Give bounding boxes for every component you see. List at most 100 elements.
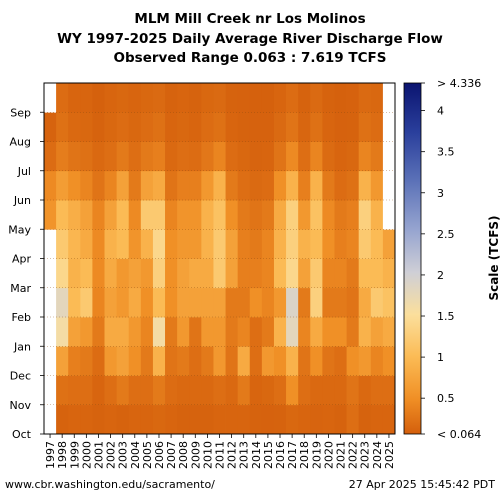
heatmap-cell: [382, 83, 396, 113]
heatmap-cell: [68, 200, 81, 230]
heatmap-cell: [44, 112, 57, 142]
heatmap-cell: [334, 229, 347, 259]
heatmap-cell: [189, 141, 202, 172]
heatmap-cell: [322, 375, 335, 406]
heatmap-cell: [346, 287, 360, 318]
heatmap-cell: [382, 287, 396, 318]
year-tick-label: 2007: [165, 441, 178, 469]
heatmap-cell: [116, 83, 130, 113]
year-tick-label: 2024: [371, 441, 384, 469]
heatmap-cell: [177, 404, 190, 435]
heatmap-cell: [104, 317, 118, 347]
heatmap-cell: [286, 258, 299, 289]
heatmap-cell: [261, 258, 275, 289]
heatmap-cell: [273, 112, 287, 142]
heatmap-cell: [261, 229, 275, 259]
heatmap-cell: [92, 404, 105, 435]
colorbar: [403, 82, 422, 435]
heatmap-cell: [201, 141, 214, 172]
heatmap-cell: [140, 404, 154, 435]
colorbar-tick-label: 2.5: [437, 228, 455, 241]
heatmap-cell: [334, 170, 347, 201]
heatmap-cell: [322, 141, 335, 172]
heatmap-cell: [92, 258, 105, 289]
heatmap-cell: [225, 170, 239, 201]
heatmap-cell: [358, 258, 372, 289]
year-tick-label: 2003: [117, 441, 130, 469]
heatmap-cell: [249, 141, 263, 172]
heatmap-cell: [165, 375, 178, 406]
heatmap-cell: [358, 200, 372, 230]
heatmap-cell: [92, 346, 105, 376]
heatmap-cell: [286, 317, 299, 347]
heatmap-cell: [104, 170, 118, 201]
heatmap-cell: [249, 317, 263, 347]
heatmap-cell: [382, 200, 396, 230]
heatmap-cell: [104, 404, 118, 435]
heatmap-cell: [56, 112, 69, 142]
heatmap-cell: [80, 229, 93, 259]
heatmap-cell: [56, 317, 69, 347]
heatmap-cell: [177, 229, 190, 259]
heatmap-cell: [370, 112, 384, 142]
heatmap-cell: [104, 287, 118, 318]
heatmap-cell: [116, 287, 130, 318]
heatmap-cell: [116, 200, 130, 230]
heatmap-cell: [56, 170, 69, 201]
heatmap-cell: [56, 141, 69, 172]
heatmap-cell: [382, 258, 396, 289]
heatmap-cell: [152, 258, 166, 289]
heatmap-cell: [152, 200, 166, 230]
heatmap-cell: [261, 112, 275, 142]
heatmap-cell: [128, 229, 142, 259]
year-tick-label: 2001: [92, 441, 105, 469]
year-tick-label: 2018: [298, 441, 311, 469]
heatmap-cell: [201, 170, 214, 201]
heatmap-cell: [80, 112, 93, 142]
heatmap-cell: [249, 83, 263, 113]
heatmap-cell: [322, 317, 335, 347]
heatmap-cell: [346, 404, 360, 435]
heatmap-cell: [358, 375, 372, 406]
heatmap-cell: [310, 375, 323, 406]
heatmap-cell: [140, 83, 154, 113]
heatmap-cell: [116, 346, 130, 376]
heatmap-cell: [128, 258, 142, 289]
heatmap-cell: [213, 229, 226, 259]
heatmap-cell: [382, 317, 396, 347]
heatmap-cell: [92, 229, 105, 259]
heatmap-cell: [213, 404, 226, 435]
month-tick-label: May: [8, 223, 31, 236]
heatmap-cell: [310, 141, 323, 172]
heatmap-cell: [92, 317, 105, 347]
heatmap-cell: [286, 346, 299, 376]
heatmap-cell: [104, 258, 118, 289]
heatmap-cell: [298, 258, 311, 289]
heatmap-cell: [286, 404, 299, 435]
heatmap-cell: [310, 258, 323, 289]
year-tick-label: 1997: [44, 441, 57, 469]
heatmap-cell: [310, 404, 323, 435]
heatmap-cell: [165, 229, 178, 259]
heatmap-cell: [261, 375, 275, 406]
heatmap-cell: [116, 141, 130, 172]
heatmap-cell: [310, 83, 323, 113]
year-tick-label: 2016: [274, 441, 287, 469]
heatmap-cell: [213, 112, 226, 142]
heatmap-cell: [152, 83, 166, 113]
heatmap-cell: [140, 141, 154, 172]
heatmap-cell: [310, 346, 323, 376]
heatmap-cell: [44, 200, 57, 230]
heatmap-cell: [273, 287, 287, 318]
heatmap-cell: [261, 404, 275, 435]
heatmap-cell: [140, 170, 154, 201]
heatmap-cell: [334, 83, 347, 113]
heatmap-cell: [104, 112, 118, 142]
heatmap-cell: [225, 229, 239, 259]
heatmap-cell: [273, 141, 287, 172]
heatmap-cell: [237, 258, 251, 289]
heatmap-cell: [152, 317, 166, 347]
chart-title-line-1: MLM Mill Creek nr Los Molinos: [134, 11, 366, 27]
year-axis: 1997 1998 1999 2000 2001 2002 2003 2004 2005 2006…: [44, 434, 396, 469]
heatmap-cell: [104, 229, 118, 259]
